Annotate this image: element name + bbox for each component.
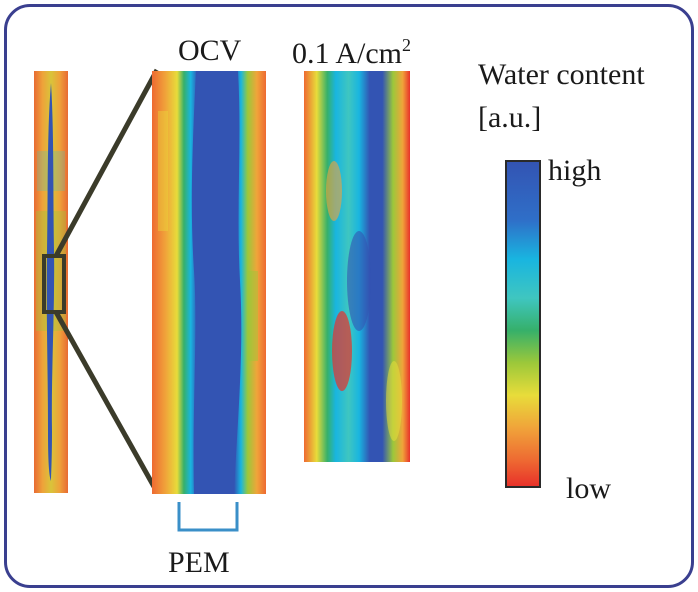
legend-title-line2: [a.u.] (478, 101, 542, 134)
legend-low-label: low (566, 472, 611, 505)
pem-bracket (177, 502, 239, 532)
current-density-label: 0.1 A/cm2 (292, 36, 411, 69)
ocv-image (152, 71, 266, 494)
current-image (304, 71, 410, 462)
legend-high-label: high (548, 154, 602, 187)
ocv-label: OCV (178, 34, 242, 67)
current-density-exponent: 2 (402, 35, 411, 55)
current-density-value: 0.1 A/cm (292, 37, 402, 70)
colorbar (505, 160, 541, 488)
pem-label: PEM (168, 546, 230, 579)
legend-title-line1: Water content (478, 58, 645, 91)
figure-frame (4, 4, 694, 588)
